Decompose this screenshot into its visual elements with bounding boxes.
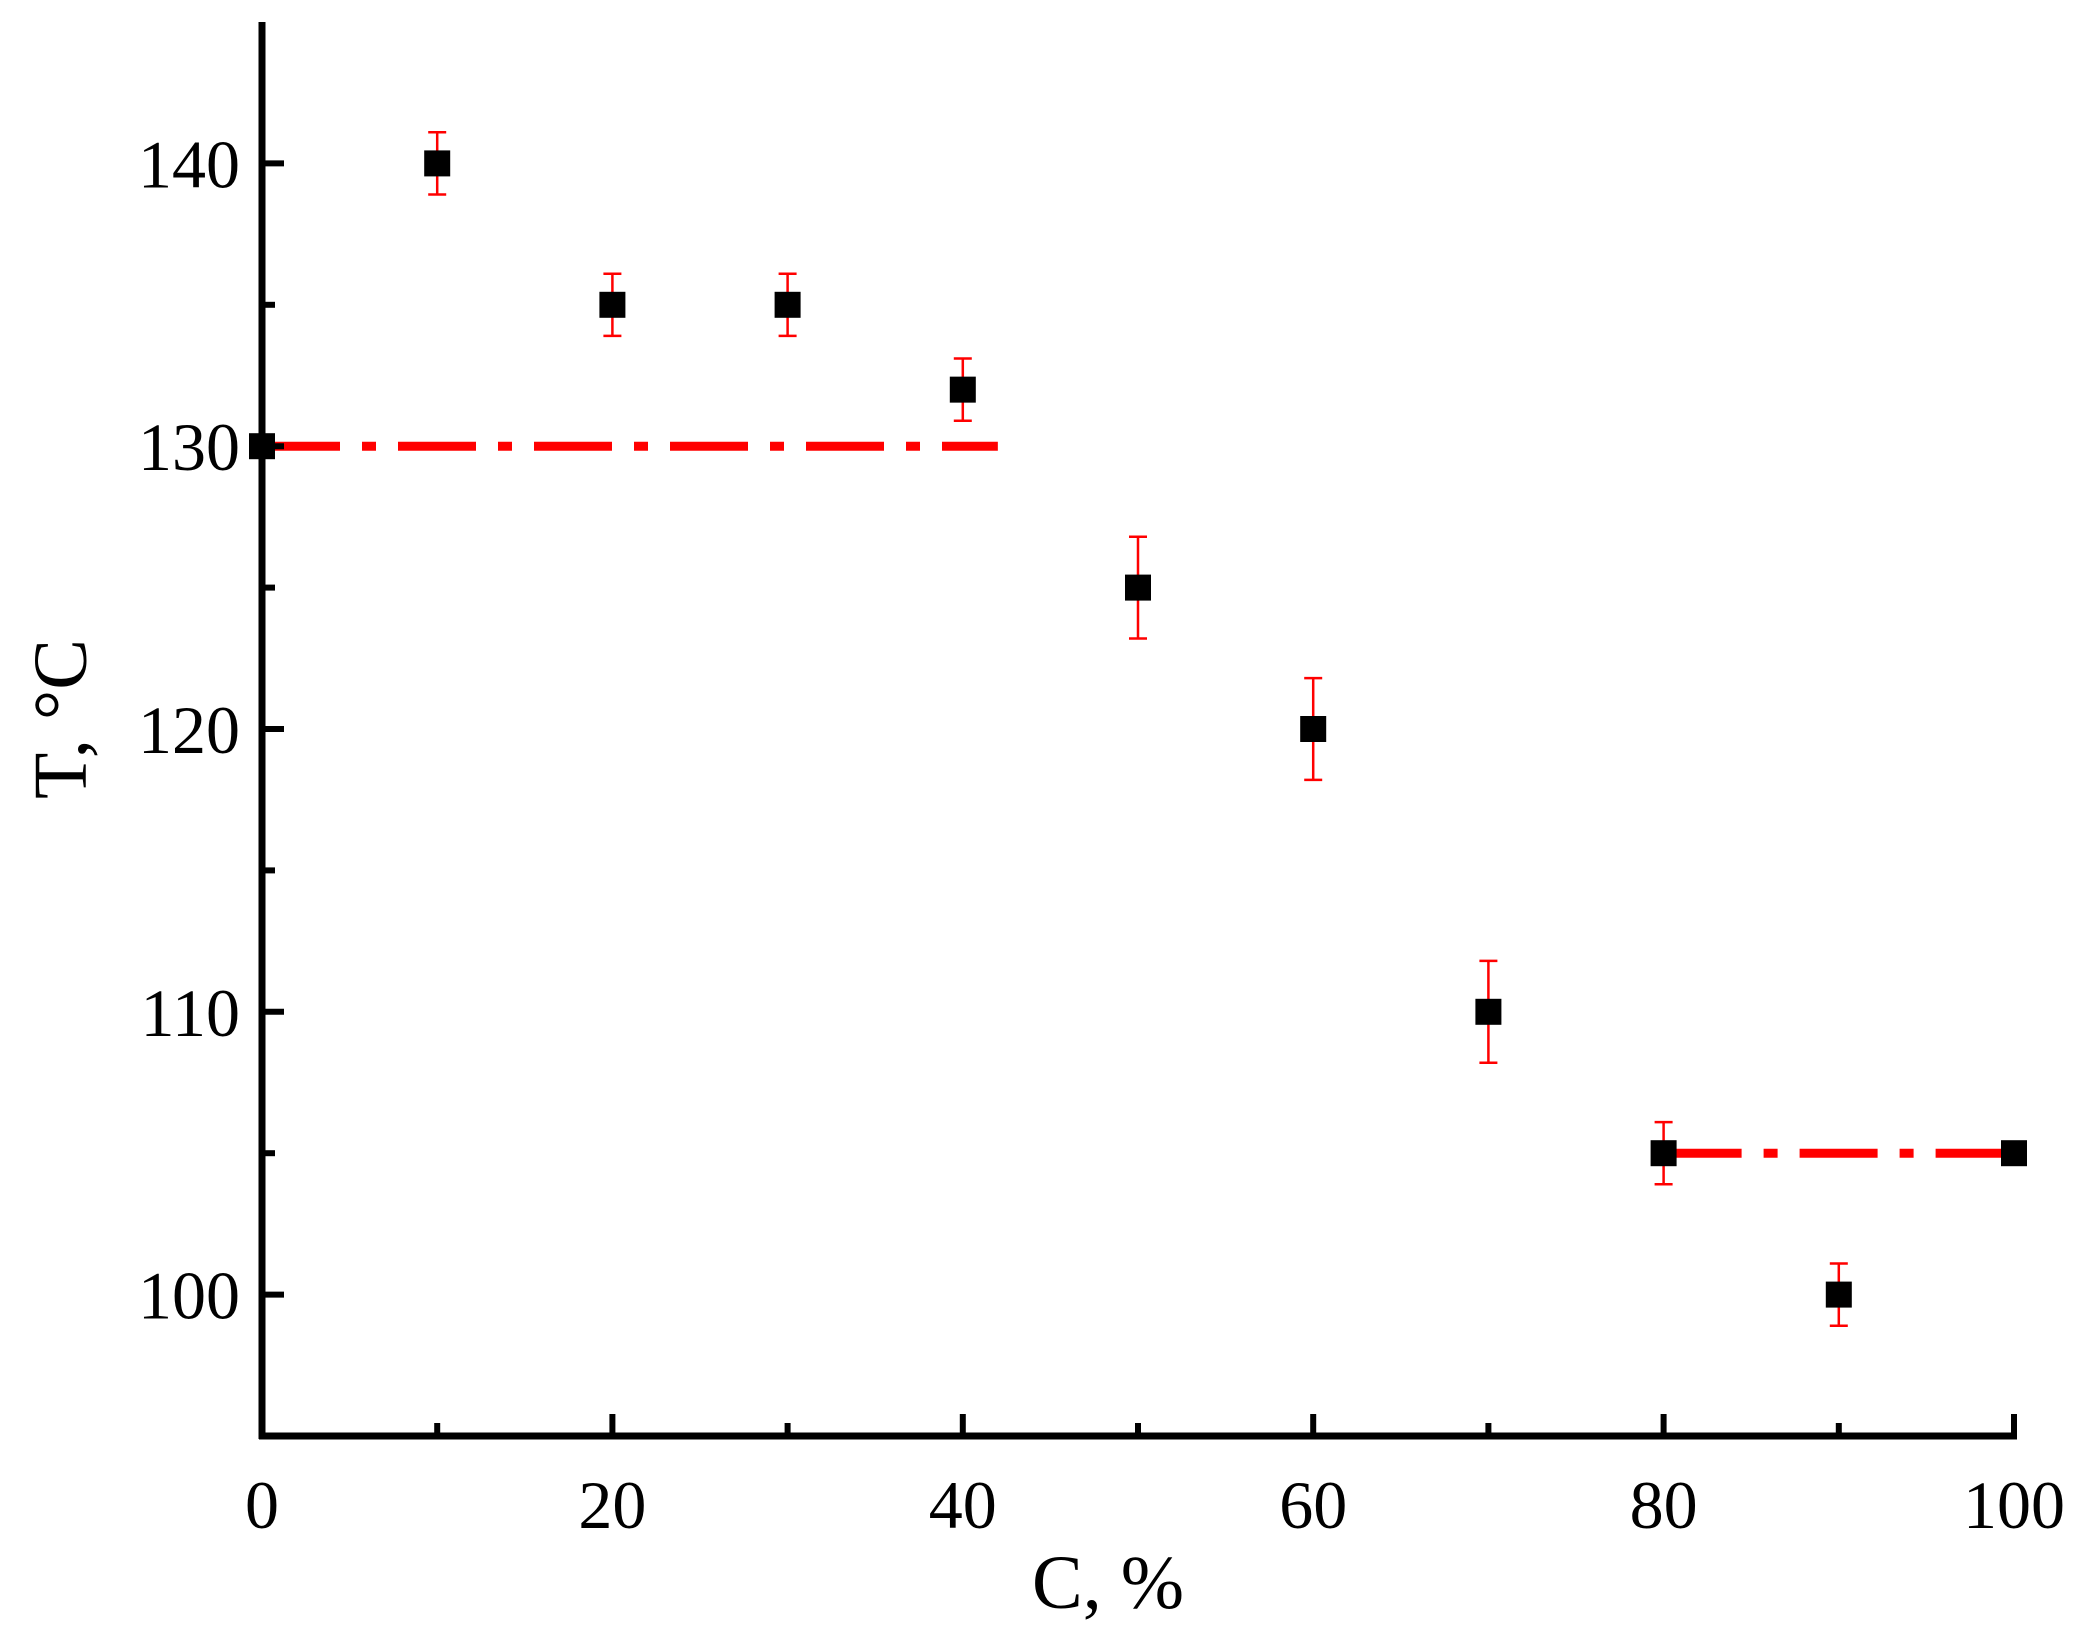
axis-ticks xyxy=(259,160,2017,1436)
data-point xyxy=(1125,574,1151,601)
x-tick-label: 40 xyxy=(929,1467,997,1543)
x-tick-label: 20 xyxy=(578,1467,646,1543)
y-tick-label: 130 xyxy=(138,409,240,485)
data-point xyxy=(949,376,976,403)
y-tick-label: 100 xyxy=(138,1258,240,1334)
y-axis-title: T, °C xyxy=(19,639,103,799)
x-tick-label: 0 xyxy=(245,1467,279,1543)
y-tick-label: 140 xyxy=(138,126,240,202)
tick-labels: 0 20 40 60 80 100 100 110 120 130 140 xyxy=(138,126,2065,1543)
data-point xyxy=(424,150,451,177)
data-point xyxy=(1650,1140,1677,1167)
axes xyxy=(258,22,2017,1440)
x-tick-label: 80 xyxy=(1630,1467,1698,1543)
x-axis-title: C, % xyxy=(1032,1541,1184,1625)
error-bars xyxy=(428,131,1848,1327)
data-point xyxy=(599,291,626,318)
y-tick-label: 110 xyxy=(141,975,240,1051)
data-point xyxy=(2001,1140,2027,1167)
data-point xyxy=(1825,1281,1852,1308)
data-point xyxy=(1475,998,1502,1025)
reference-lines xyxy=(262,441,2014,1158)
data-points xyxy=(249,150,2027,1308)
x-tick-label: 60 xyxy=(1279,1467,1347,1543)
x-tick-label: 100 xyxy=(1963,1467,2065,1543)
data-point xyxy=(774,291,801,318)
y-tick-label: 120 xyxy=(138,692,240,768)
data-point xyxy=(1300,716,1327,742)
